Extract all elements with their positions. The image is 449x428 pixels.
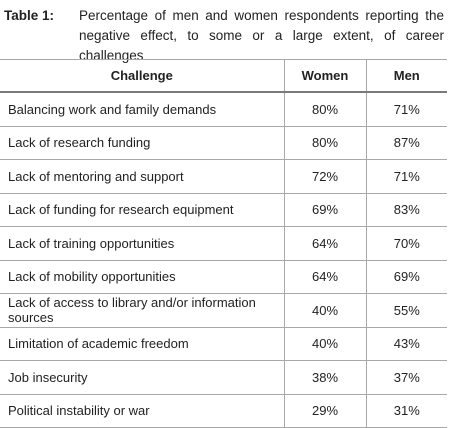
table-header-row: Challenge Women Men (0, 59, 447, 93)
women-percent-cell: 80% (284, 126, 367, 160)
table-caption: Table 1: Percentage of men and women res… (4, 6, 444, 66)
women-percent-cell: 64% (284, 226, 367, 261)
table-row: Lack of funding for research equipment 6… (0, 193, 447, 227)
women-percent-cell: 72% (284, 159, 367, 194)
women-percent-cell: 40% (284, 327, 367, 361)
women-percent-cell: 29% (284, 394, 367, 428)
table-row: Balancing work and family demands 80% 71… (0, 92, 447, 127)
men-percent-cell: 71% (366, 159, 447, 194)
men-percent-cell: 83% (366, 193, 447, 227)
table-row: Political instability or war 29% 31% (0, 394, 447, 428)
men-percent-cell: 71% (366, 92, 447, 127)
women-percent-cell: 80% (284, 92, 367, 127)
table-caption-text: Percentage of men and women respondents … (79, 8, 444, 63)
challenges-table: Challenge Women Men Balancing work and f… (0, 59, 447, 428)
women-percent-cell: 64% (284, 260, 367, 294)
women-percent-cell: 69% (284, 193, 367, 227)
men-percent-cell: 31% (366, 394, 447, 428)
challenge-cell: Lack of research funding (0, 126, 285, 160)
challenge-cell: Lack of access to library and/or informa… (0, 293, 285, 328)
men-percent-cell: 37% (366, 360, 447, 395)
challenge-cell: Lack of mentoring and support (0, 159, 285, 194)
table-caption-label: Table 1: (4, 8, 55, 23)
challenge-cell: Lack of mobility opportunities (0, 260, 285, 294)
challenge-cell: Job insecurity (0, 360, 285, 395)
table-row: Limitation of academic freedom 40% 43% (0, 327, 447, 361)
men-percent-cell: 87% (366, 126, 447, 160)
men-percent-cell: 69% (366, 260, 447, 294)
men-percent-cell: 70% (366, 226, 447, 261)
challenge-cell: Lack of training opportunities (0, 226, 285, 261)
challenge-cell: Lack of funding for research equipment (0, 193, 285, 227)
table-row: Lack of training opportunities 64% 70% (0, 226, 447, 261)
men-percent-cell: 43% (366, 327, 447, 361)
table-row: Lack of access to library and/or informa… (0, 293, 447, 328)
column-header-challenge: Challenge (0, 59, 285, 93)
women-percent-cell: 38% (284, 360, 367, 395)
men-percent-cell: 55% (366, 293, 447, 328)
challenge-cell: Balancing work and family demands (0, 92, 285, 127)
table-row: Lack of mentoring and support 72% 71% (0, 159, 447, 194)
table-row: Job insecurity 38% 37% (0, 360, 447, 395)
table-row: Lack of mobility opportunities 64% 69% (0, 260, 447, 294)
women-percent-cell: 40% (284, 293, 367, 328)
challenge-cell: Political instability or war (0, 394, 285, 428)
column-header-men: Men (366, 59, 447, 93)
challenge-cell: Limitation of academic freedom (0, 327, 285, 361)
column-header-women: Women (284, 59, 367, 93)
table-row: Lack of research funding 80% 87% (0, 126, 447, 160)
